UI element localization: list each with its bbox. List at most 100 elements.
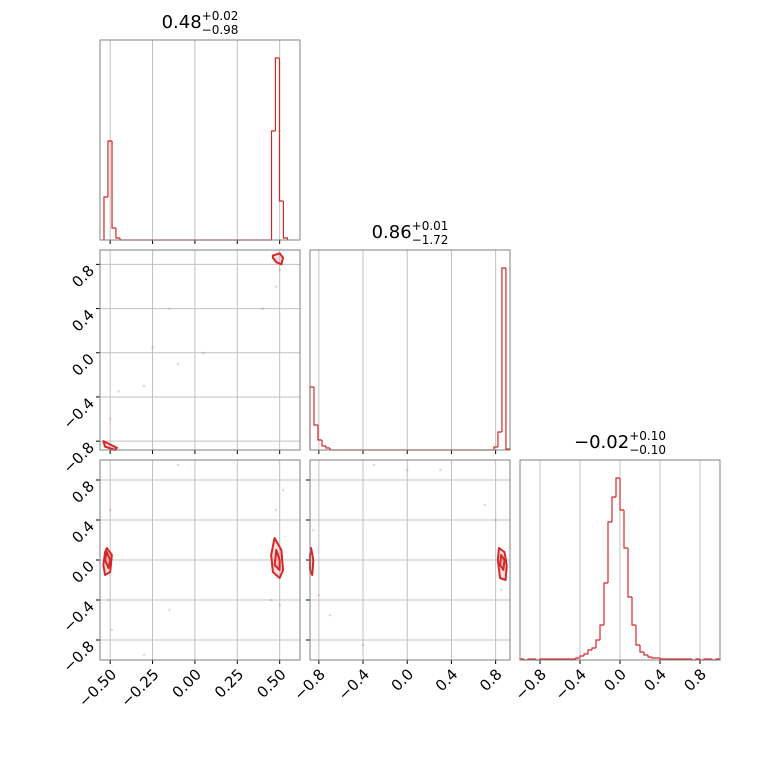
x-tick-label: 0.0 <box>388 665 418 695</box>
x-tick-label: 0.4 <box>432 665 462 695</box>
histogram-step <box>103 196 108 240</box>
sample-point <box>110 628 114 632</box>
sample-point <box>274 285 278 288</box>
sample-point <box>278 603 281 607</box>
histogram-step <box>659 658 664 660</box>
sample-point <box>281 488 285 492</box>
sample-point <box>168 608 171 612</box>
x-tick-label: −0.8 <box>290 665 328 703</box>
panel-title: 0.48+0.02 −0.98 <box>162 9 239 37</box>
sample-point <box>151 345 154 349</box>
histogram-step <box>603 582 608 625</box>
sample-point <box>372 463 376 467</box>
sample-point <box>168 307 171 310</box>
y-tick-label: 0.4 <box>68 306 98 336</box>
x-tick-label: 0.0 <box>600 665 630 695</box>
sample-point <box>494 518 497 522</box>
histogram-step <box>619 478 624 511</box>
histogram-step <box>591 647 596 650</box>
histogram-step <box>317 425 323 441</box>
histogram-step <box>107 140 113 197</box>
title-lower: −0.10 <box>629 443 666 457</box>
title-lower: −0.98 <box>202 23 239 37</box>
title-lower: −1.72 <box>412 233 449 247</box>
sample-point <box>328 613 332 617</box>
x-tick-label: −0.25 <box>117 665 162 710</box>
title-upper: +0.02 <box>202 9 239 23</box>
x-tick-label: −0.50 <box>75 665 120 710</box>
panel-frame <box>99 249 301 451</box>
sample-point <box>142 653 146 657</box>
sample-point <box>176 362 180 366</box>
histogram-step <box>497 431 502 447</box>
sample-point <box>483 503 486 507</box>
contour-line <box>104 551 112 569</box>
sample-point <box>269 598 273 602</box>
histogram-step <box>575 657 580 659</box>
sample-point <box>499 588 503 592</box>
panel-frame <box>519 459 721 661</box>
sample-point <box>108 417 112 421</box>
histogram-step <box>270 130 276 240</box>
histogram-step <box>493 446 498 450</box>
histogram-step <box>579 655 584 658</box>
title-upper: +0.10 <box>629 429 666 443</box>
sample-point <box>439 468 442 472</box>
panel-title: 0.86+0.01 −1.72 <box>372 219 449 247</box>
y-tick-label: 0.8 <box>68 262 98 292</box>
histogram-step <box>325 446 330 449</box>
sample-point <box>142 384 146 388</box>
x-tick-label: 0.00 <box>169 665 205 701</box>
sample-point <box>361 643 365 647</box>
panel-frame <box>309 249 511 451</box>
x-tick-label: 0.25 <box>211 665 247 701</box>
sample-point <box>108 508 112 512</box>
y-tick-label: −0.8 <box>60 637 98 675</box>
y-tick-label: −0.4 <box>60 597 98 635</box>
title-upper: +0.01 <box>412 219 449 233</box>
histogram-step <box>631 597 636 626</box>
sample-point <box>117 390 120 393</box>
histogram-step <box>501 267 506 432</box>
histogram-step <box>615 477 620 497</box>
histogram-step <box>639 645 644 653</box>
sample-point <box>107 598 110 602</box>
sample-point <box>261 307 265 310</box>
y-tick-label: 0.8 <box>68 477 98 507</box>
histogram-step <box>599 624 604 640</box>
sample-point <box>312 528 315 532</box>
contour-line <box>273 549 281 571</box>
y-tick-label: 0.4 <box>68 517 98 547</box>
contour-line <box>499 554 506 571</box>
panel-title: −0.02+0.10 −0.10 <box>574 429 666 457</box>
x-tick-label: −0.4 <box>335 665 373 703</box>
x-tick-label: 0.8 <box>476 665 506 695</box>
title-value: 0.86 <box>372 222 412 243</box>
histogram-step <box>595 639 600 648</box>
y-tick-label: −0.8 <box>60 438 98 476</box>
histogram-step <box>651 657 656 659</box>
histogram-step <box>611 496 616 522</box>
sample-point <box>274 508 278 512</box>
histogram-step <box>505 268 511 450</box>
x-tick-label: 0.50 <box>253 665 289 701</box>
sample-point <box>317 593 321 597</box>
y-tick-label: 0.0 <box>68 557 98 587</box>
histogram-step <box>623 510 628 549</box>
histogram-step <box>115 228 120 239</box>
panel-frame <box>99 39 301 241</box>
x-tick-label: −0.4 <box>552 665 590 703</box>
y-tick-label: 0.0 <box>68 350 98 380</box>
x-tick-label: 0.4 <box>640 665 670 695</box>
histogram-step <box>627 548 632 598</box>
title-value: 0.48 <box>162 12 202 33</box>
histogram-step <box>587 649 592 654</box>
histogram-step <box>274 57 280 131</box>
panel-frame <box>309 459 511 661</box>
histogram-step <box>583 653 588 656</box>
histogram-step <box>647 655 652 658</box>
sample-point <box>405 468 409 472</box>
sample-point <box>202 351 205 355</box>
panel-frame <box>99 459 301 661</box>
